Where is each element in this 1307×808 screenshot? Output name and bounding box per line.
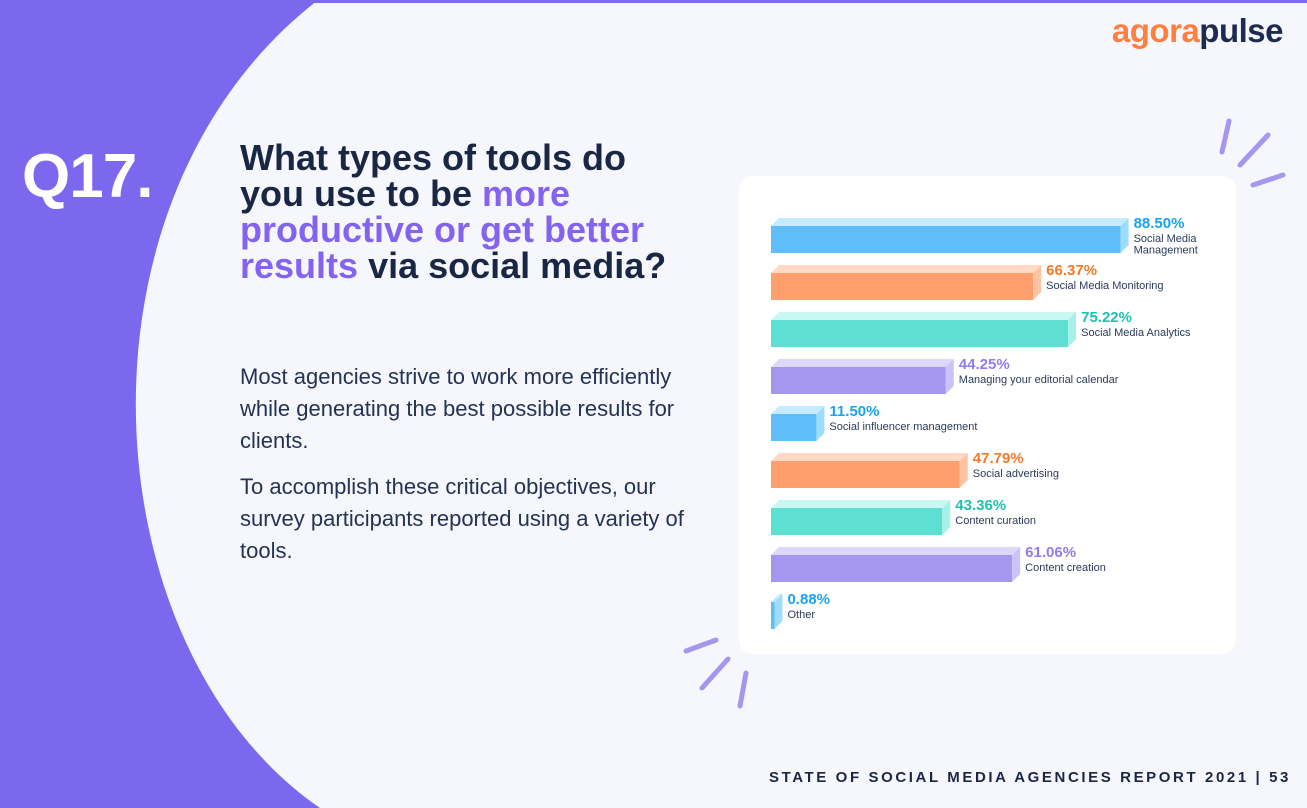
bar — [771, 414, 817, 441]
bar-side-face — [1120, 218, 1129, 253]
bar — [771, 508, 943, 535]
bar-value-label: 88.50% — [1134, 215, 1185, 232]
bar-value-label: 44.25% — [959, 356, 1010, 373]
body-text: Most agencies strive to work more effici… — [240, 361, 690, 581]
footer-report-title: STATE OF SOCIAL MEDIA AGENCIES REPORT 20… — [768, 769, 1291, 786]
bar-category-label: Social influencer management — [829, 421, 977, 433]
bar — [771, 320, 1069, 347]
bar-chart: 88.50%Social MediaManagement66.37%Social… — [771, 215, 1198, 629]
question-number: Q17. — [22, 142, 153, 211]
bar-category-label: Social advertising — [973, 468, 1059, 480]
bar-group: 11.50%Social influencer management — [771, 403, 977, 441]
bar-top-face — [771, 359, 954, 367]
bar — [771, 461, 960, 488]
bar-value-label: 47.79% — [973, 450, 1024, 467]
bar-group: 44.25%Managing your editorial calendar — [771, 356, 1119, 394]
bar-category-label: Social Media Analytics — [1081, 327, 1191, 339]
bar — [771, 273, 1034, 300]
brand-logo-part2: pulse — [1199, 12, 1283, 49]
bar-top-face — [771, 265, 1042, 273]
brand-logo: agorapulse — [1111, 12, 1284, 49]
bar-side-face — [816, 406, 825, 441]
body-paragraph-1: Most agencies strive to work more effici… — [240, 364, 675, 453]
bar-top-face — [771, 594, 783, 602]
bar-value-label: 75.22% — [1081, 309, 1132, 326]
bar-value-label: 11.50% — [829, 403, 879, 420]
bar-category-label: Social Media Monitoring — [1046, 280, 1163, 292]
bar-side-face — [1068, 312, 1077, 347]
title-highlight: more productive or get better results — [240, 173, 645, 286]
bar-group: 43.36%Content curation — [771, 497, 1036, 535]
bar-category-label: Management — [1134, 245, 1198, 257]
bar-side-face — [959, 453, 968, 488]
bar-value-label: 66.37% — [1046, 262, 1097, 279]
bar-top-face — [771, 312, 1077, 320]
bar-value-label: 0.88% — [787, 591, 830, 608]
bar-group: 61.06%Content creation — [771, 544, 1106, 582]
bar-category-label: Content curation — [955, 515, 1036, 527]
page-title: What types of tools do you use to be mor… — [240, 140, 690, 284]
bar-category-label: Other — [787, 609, 815, 621]
bar-value-label: 61.06% — [1025, 544, 1076, 561]
brand-logo-part1: agora — [1111, 12, 1200, 49]
body-paragraph-2: To accomplish these critical objectives,… — [240, 474, 684, 563]
bar-side-face — [1033, 265, 1042, 300]
bar-category-label: Managing your editorial calendar — [959, 374, 1119, 386]
bar-top-face — [771, 453, 968, 461]
bar-side-face — [774, 594, 783, 629]
bar-top-face — [771, 547, 1021, 555]
bar-top-face — [771, 406, 825, 414]
top-accent-line — [0, 0, 1307, 3]
title-part2: via social media? — [358, 245, 667, 286]
bar-group: 75.22%Social Media Analytics — [771, 309, 1191, 347]
bar-value-label: 43.36% — [955, 497, 1006, 514]
bar-side-face — [1012, 547, 1021, 582]
bar-side-face — [942, 500, 951, 535]
bar — [771, 555, 1013, 582]
bar-group: 0.88%Other — [771, 591, 830, 629]
bar-group: 66.37%Social Media Monitoring — [771, 262, 1164, 300]
chart-card: 88.50% Social Media Management 66.37% Social… — [739, 176, 1236, 654]
bar-top-face — [771, 218, 1129, 226]
bar-top-face — [771, 500, 951, 508]
bar — [771, 226, 1121, 253]
bar-group: 47.79%Social advertising — [771, 450, 1059, 488]
title-part1: What types of tools do you use to be — [240, 137, 626, 214]
bar — [771, 602, 775, 629]
bar-category-label: Social Media — [1134, 233, 1198, 245]
bar — [771, 367, 946, 394]
bar-category-label: Content creation — [1025, 562, 1106, 574]
bar-side-face — [945, 359, 954, 394]
